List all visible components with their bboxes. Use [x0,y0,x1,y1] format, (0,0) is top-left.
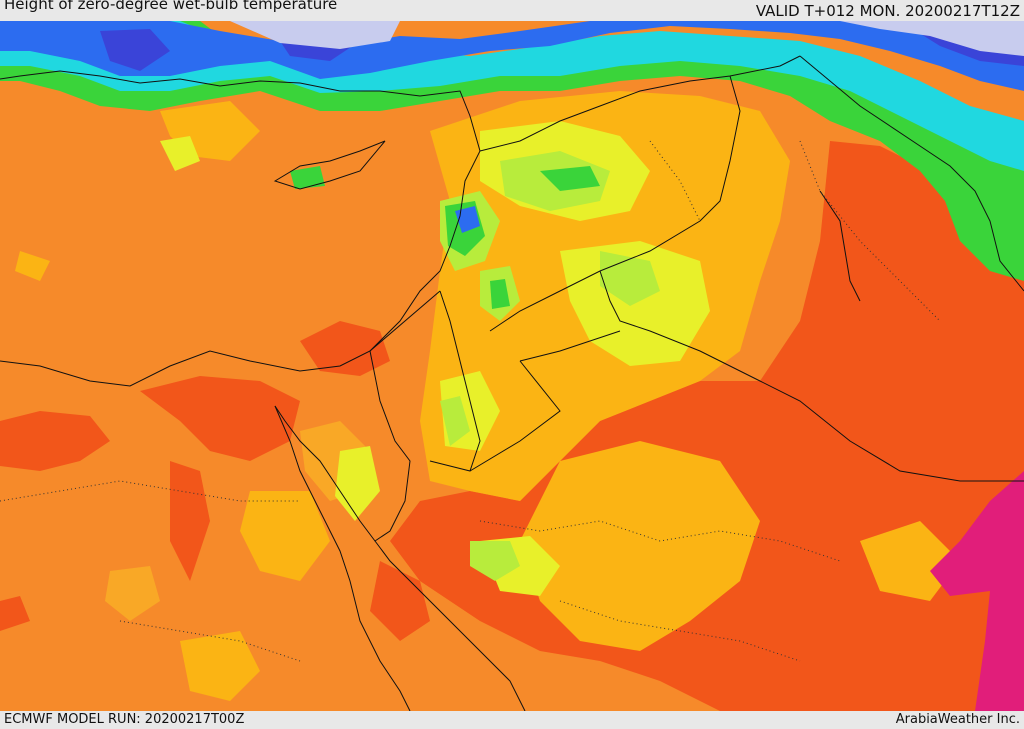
map-header: Height of zero-degree wet-bulb temperatu… [0,0,1024,21]
credit-label: ArabiaWeather Inc. [895,712,1020,727]
valid-time: VALID T+012 MON. 20200217T12Z [755,2,1020,20]
coastlines [0,55,1024,711]
forecast-map [0,21,1024,711]
map-title: Height of zero-degree wet-bulb temperatu… [4,0,338,13]
field-lavender [230,21,1024,56]
model-run-label: ECMWF MODEL RUN: 20200217T00Z [4,712,245,727]
field-magenta [930,471,1024,711]
field-blue [0,21,1024,233]
map-footer: ECMWF MODEL RUN: 20200217T00Z ArabiaWeat… [0,711,1024,729]
map-canvas [0,21,1024,711]
country-borders [369,55,1024,482]
admin-boundaries [0,140,941,662]
field-green [0,21,1024,309]
